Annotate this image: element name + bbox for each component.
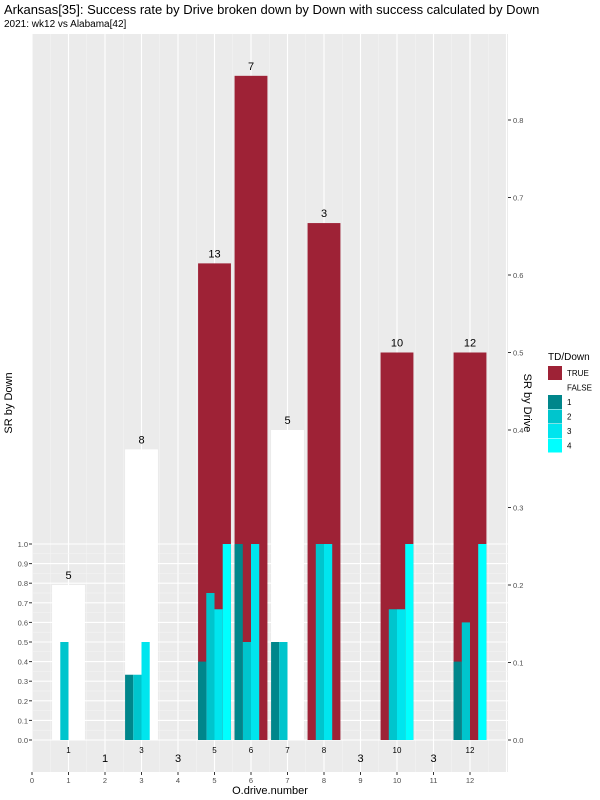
drive-count-label: 3 (430, 753, 436, 765)
y-right-tick-label: 0.4 (513, 426, 523, 435)
drive-count-label: 3 (321, 208, 327, 220)
x-tick-label: 8 (322, 776, 326, 785)
y-left-tick-label: 0.9 (18, 560, 28, 569)
y-right-tick-label: 0.7 (513, 194, 523, 203)
chart-subtitle: 2021: wk12 vs Alabama[42] (4, 19, 127, 30)
drive-count-label: 8 (138, 434, 144, 446)
axes: 0 1 2 3 4 5 6 7 8 9 10 11 121 3 5 6 7 8 10 120.00.10.20.30.… (18, 116, 524, 785)
drive-number-label: 3 (139, 746, 144, 755)
y-left-tick-label: 0.6 (18, 618, 28, 627)
down-bar (251, 544, 260, 740)
legend-label: 2 (567, 413, 572, 422)
legend-label: 4 (567, 442, 572, 451)
down-bar (198, 661, 207, 740)
legend-swatch (548, 395, 562, 409)
x-tick-label: 3 (139, 776, 143, 785)
down-bar (125, 674, 134, 740)
down-bar (397, 609, 406, 740)
down-bar (315, 544, 324, 740)
down-bar (206, 593, 215, 740)
down-bar (461, 622, 470, 740)
y-axis-right-title: SR by Drive (521, 374, 533, 433)
down-bar (478, 544, 487, 740)
drive-number-label: 6 (249, 746, 254, 755)
y-left-tick-label: 0.8 (18, 579, 28, 588)
y-left-tick-label: 0.3 (18, 677, 28, 686)
y-left-tick-label: 0.2 (18, 697, 28, 706)
y-right-tick-label: 0.6 (513, 271, 523, 280)
drive-count-label: 12 (464, 338, 476, 350)
down-bar (234, 544, 243, 740)
legend-label: 1 (567, 398, 572, 407)
down-bar (222, 544, 231, 740)
drive-count-label: 5 (284, 415, 290, 427)
down-bar (271, 642, 280, 740)
legend-label: TRUE (567, 369, 589, 378)
legend-swatch (548, 409, 562, 424)
legend-swatch (548, 424, 562, 438)
y-left-tick-label: 1.0 (18, 540, 28, 549)
legend-swatch (548, 438, 562, 453)
y-axis-left-title: SR by Down (3, 372, 15, 433)
x-tick-label: 9 (358, 776, 362, 785)
drive-number-label: 10 (393, 746, 402, 755)
legend-swatch (548, 380, 562, 395)
y-right-tick-label: 0.2 (513, 581, 523, 590)
drive-number-label: 1 (66, 746, 71, 755)
y-left-tick-label: 0.5 (18, 638, 28, 647)
down-bar (279, 642, 288, 740)
chart-title: Arkansas[35]: Success rate by Drive brok… (4, 2, 540, 17)
y-left-tick-label: 0.0 (18, 736, 28, 745)
drive-count-label: 3 (175, 753, 181, 765)
x-axis-title: O.drive.number (232, 785, 308, 797)
down-bar (214, 609, 223, 740)
x-tick-label: 2 (103, 776, 107, 785)
down-bars (60, 544, 487, 740)
x-tick-label: 0 (30, 776, 34, 785)
down-bar (388, 609, 397, 740)
x-tick-label: 11 (430, 776, 438, 785)
drive-number-label: 12 (466, 746, 475, 755)
x-tick-label: 6 (249, 776, 253, 785)
y-right-tick-label: 0.8 (513, 116, 523, 125)
x-tick-label: 10 (393, 776, 401, 785)
legend-title: TD/Down (548, 352, 590, 363)
x-tick-label: 4 (176, 776, 180, 785)
drive-count-label: 3 (357, 753, 363, 765)
down-bar (60, 642, 69, 740)
y-right-tick-label: 0.1 (513, 659, 523, 668)
down-bar (324, 544, 333, 740)
down-bar (141, 642, 150, 740)
drive-count-label: 13 (208, 248, 220, 260)
drive-count-label: 10 (391, 338, 403, 350)
plot-panel (32, 34, 508, 772)
y-left-tick-label: 0.4 (18, 658, 28, 667)
y-right-tick-label: 0.5 (513, 349, 523, 358)
drive-number-label: 7 (285, 746, 290, 755)
drive-count-label: 7 (248, 61, 254, 73)
legend-label: FALSE (567, 384, 592, 393)
y-left-tick-label: 0.1 (18, 716, 28, 725)
y-left-tick-label: 0.7 (18, 599, 28, 608)
legend-swatch (548, 366, 562, 380)
down-bar (405, 544, 414, 740)
drive-count-label: 1 (102, 753, 108, 765)
y-right-tick-label: 0.3 (513, 504, 523, 513)
legend: TD/Down TRUE FALSE 1 2 3 4 (548, 352, 592, 453)
y-right-tick-label: 0.0 (513, 736, 523, 745)
down-bar (453, 661, 462, 740)
drive-count-label: 5 (65, 570, 71, 582)
x-tick-label: 12 (466, 776, 474, 785)
x-tick-label: 5 (212, 776, 216, 785)
down-bar (133, 674, 142, 740)
drive-number-label: 8 (322, 746, 327, 755)
drive-number-label: 5 (212, 746, 217, 755)
legend-label: 3 (567, 427, 572, 436)
down-bar (242, 642, 251, 740)
x-tick-label: 1 (66, 776, 70, 785)
x-tick-label: 7 (285, 776, 289, 785)
